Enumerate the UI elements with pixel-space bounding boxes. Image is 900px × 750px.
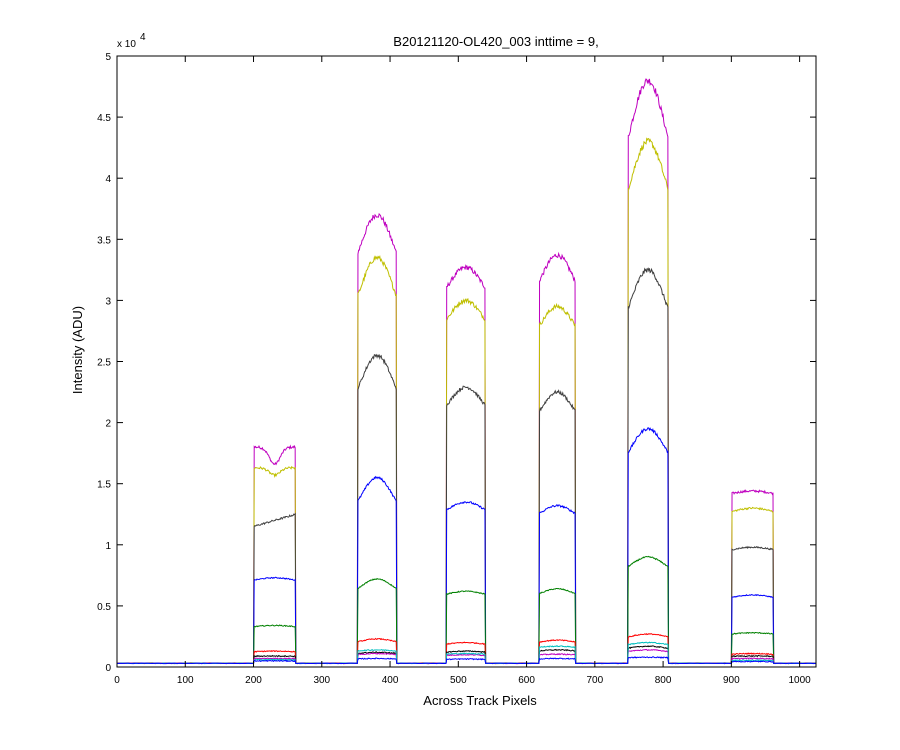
y-tick-label: 4 [105,174,111,185]
axes-background [117,56,816,667]
x-tick-label: 100 [177,675,194,686]
x-tick-label: 600 [518,675,535,686]
series-layer [116,78,817,665]
y-tick-label: 4.5 [97,113,111,124]
y-tick-label: 2 [105,419,111,430]
y-tick-label: 1 [105,541,111,552]
y-tick-label: 2.5 [97,358,111,369]
y-tick-label: 3 [105,296,111,307]
plot-area [116,55,817,668]
y-tick-label: 0.5 [97,602,111,613]
y-tick-label: 5 [105,52,111,63]
x-tick-label: 300 [313,675,330,686]
series-line-10 [116,656,817,665]
x-tick-label: 0 [114,675,120,686]
y-exponent-power: 4 [140,32,146,43]
y-tick-label: 3.5 [97,235,111,246]
x-tick-label: 1000 [788,675,811,686]
x-tick-label: 200 [245,675,262,686]
y-tick-label: 1.5 [97,480,111,491]
x-tick-label: 400 [382,675,399,686]
x-axis: 0 100 200 300 400 500 600 700 800 900 1000 [114,56,811,686]
y-axis-label: Intensity (ADU) [70,306,85,394]
x-axis-label: Across Track Pixels [423,693,537,708]
chart-title: B20121120-OL420_003 inttime = 9, [393,34,598,49]
x-tick-label: 500 [450,675,467,686]
y-exponent-base: x 10 [117,39,136,50]
x-tick-label: 900 [723,675,740,686]
x-tick-label: 800 [655,675,672,686]
y-axis: 0 0.5 1 1.5 2 2.5 3 3.5 4 4.5 5 [97,52,816,674]
x-tick-label: 700 [586,675,603,686]
y-tick-label: 0 [105,663,111,674]
